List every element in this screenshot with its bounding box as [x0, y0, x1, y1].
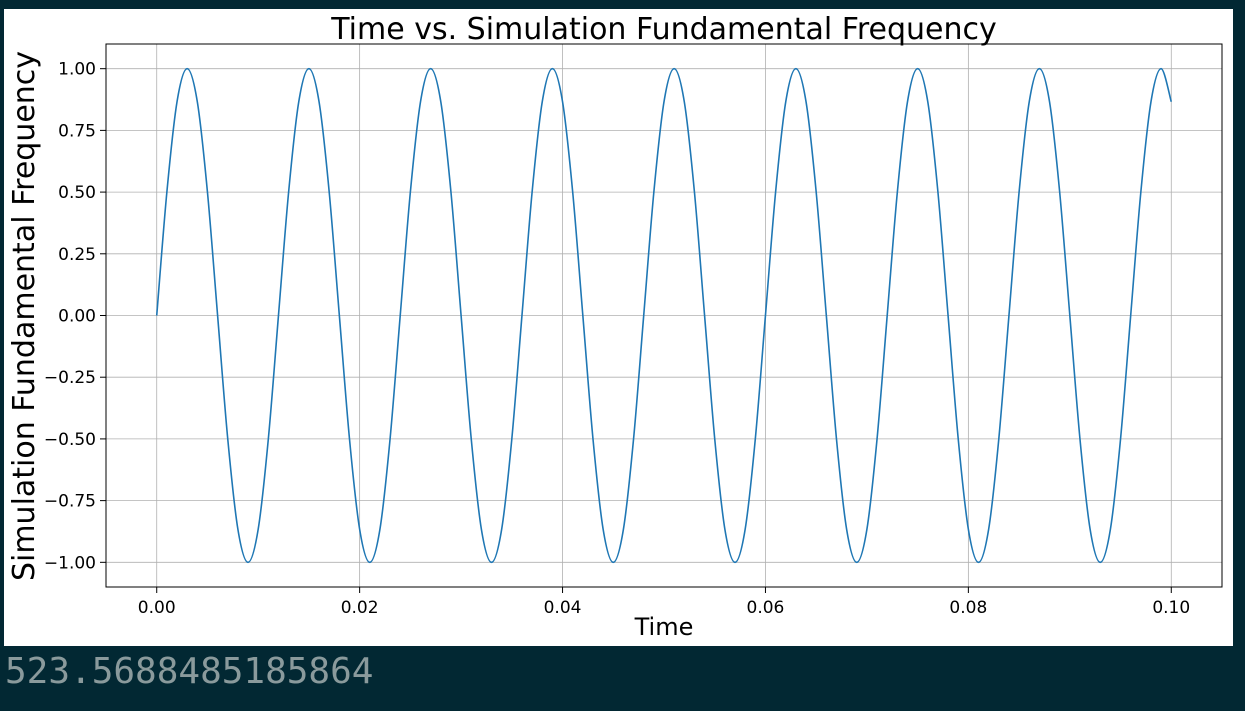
y-tick-label: 0.00 — [58, 307, 96, 327]
x-tick-label: 0.00 — [138, 598, 176, 618]
y-tick-label: 0.75 — [58, 121, 96, 141]
x-tick-label: 0.02 — [341, 598, 379, 618]
y-tick-label: −0.50 — [44, 430, 96, 450]
y-axis-label: Simulation Fundamental Frequency — [7, 51, 42, 581]
x-axis-label: Time — [634, 613, 694, 641]
output-value: 523.5688485185864 — [5, 651, 374, 692]
x-tick-label: 0.06 — [747, 598, 785, 618]
grid-lines — [106, 44, 1222, 587]
x-tick-label: 0.04 — [544, 598, 582, 618]
y-tick-label: 0.50 — [58, 183, 96, 203]
y-tick-label: −0.75 — [44, 492, 96, 512]
x-axis-ticks: 0.00 0.02 0.04 0.06 0.08 0.10 — [138, 587, 1190, 618]
figure-panel: Time vs. Simulation Fundamental Frequenc… — [4, 9, 1233, 646]
x-tick-label: 0.08 — [949, 598, 987, 618]
y-tick-label: −0.25 — [44, 368, 96, 388]
series-layer — [155, 67, 1173, 564]
line-chart: Time vs. Simulation Fundamental Frequenc… — [7, 12, 1223, 641]
y-tick-label: −1.00 — [44, 553, 96, 573]
y-axis-ticks: 1.00 0.75 0.50 0.25 0.00 −0.25 −0.50 −0.75 −1.00 — [44, 60, 106, 573]
x-tick-label: 0.10 — [1152, 598, 1190, 618]
chart-title: Time vs. Simulation Fundamental Frequenc… — [330, 12, 997, 47]
y-tick-label: 0.25 — [58, 245, 96, 265]
y-tick-label: 1.00 — [58, 60, 96, 80]
series-line — [155, 67, 1173, 564]
